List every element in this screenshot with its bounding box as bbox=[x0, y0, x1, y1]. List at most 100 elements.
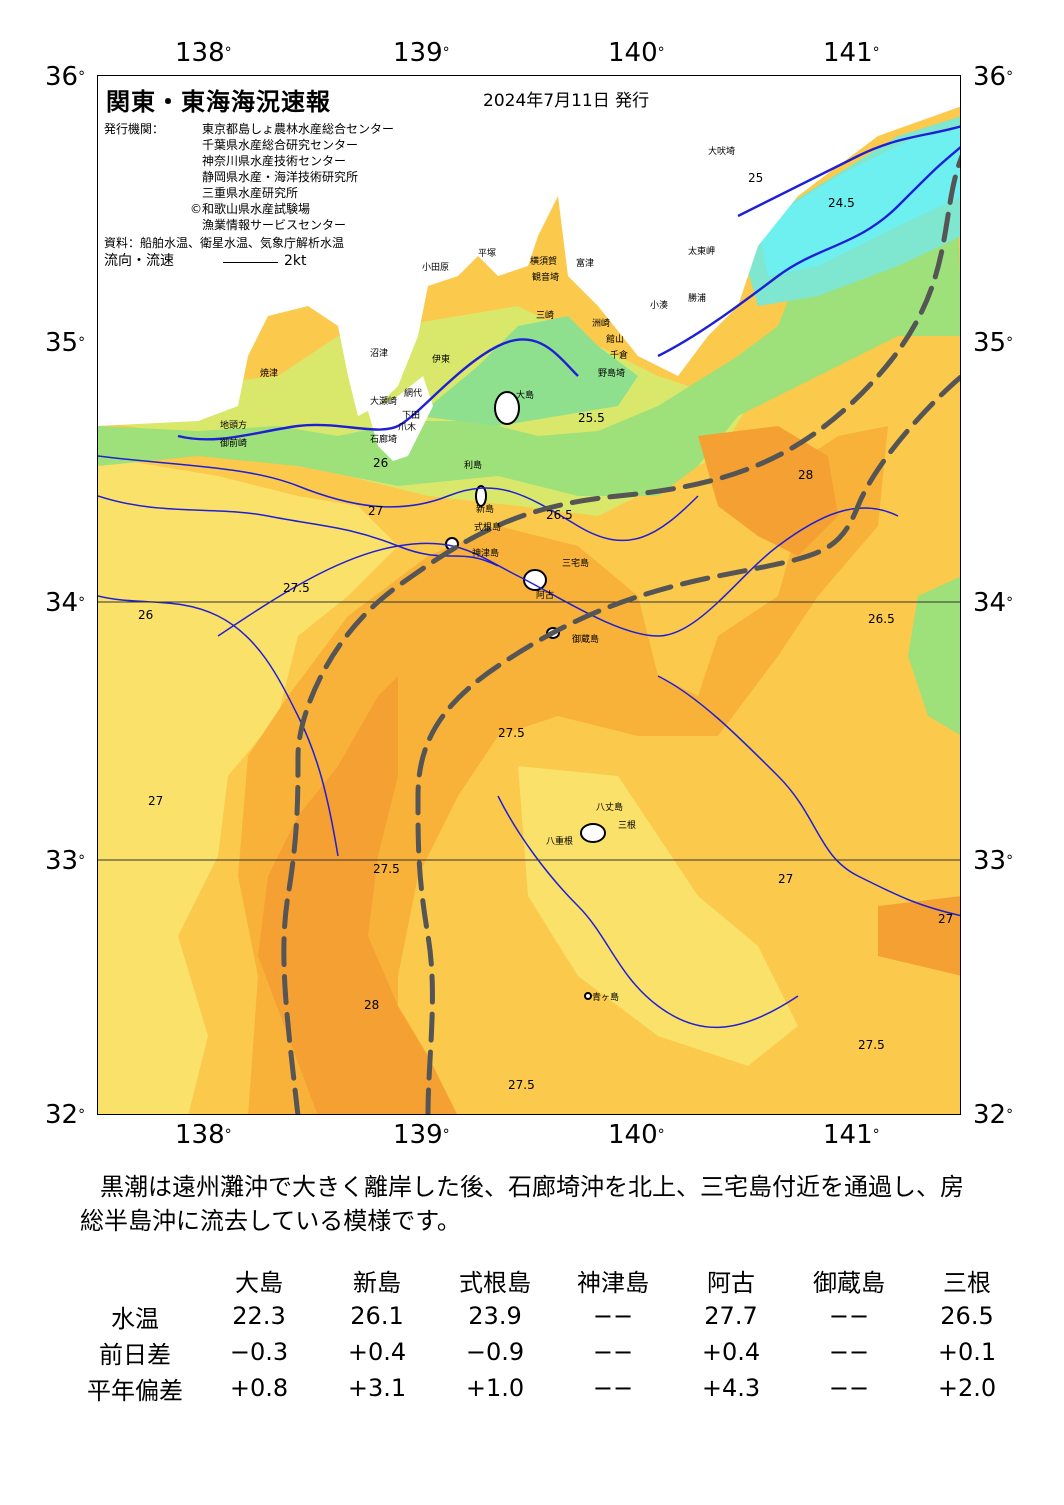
isotherm-label: 27.5 bbox=[858, 1038, 885, 1052]
place-label: 伊東 bbox=[432, 355, 451, 365]
row-label: 水温 bbox=[111, 1304, 159, 1333]
publisher-1: 東京都島しょ農林水産総合センター bbox=[202, 122, 395, 136]
kuroshio-outer-path bbox=[415, 374, 960, 1114]
isotherm-label: 27.5 bbox=[373, 862, 400, 876]
place-label: 洲崎 bbox=[592, 319, 611, 329]
place-label: 式根島 bbox=[474, 523, 502, 533]
place-label: 地頭方 bbox=[220, 421, 248, 431]
table-cell: −− bbox=[592, 1338, 634, 1366]
place-label: 青ヶ島 bbox=[592, 993, 620, 1003]
sst-28-ne bbox=[878, 896, 960, 976]
table-row: 平年偏差 +0.8 +3.1 +1.0 −− +4.3 −− +2.0 bbox=[70, 1370, 1026, 1406]
place-label: 利島 bbox=[464, 461, 483, 471]
island-miyakejima bbox=[523, 569, 547, 591]
flow-scale-arrow bbox=[223, 262, 278, 263]
table-cell: −− bbox=[828, 1374, 870, 1402]
isotherm-25-east bbox=[657, 146, 960, 358]
isotherm-label: 28 bbox=[798, 468, 814, 482]
station-name: 新島 bbox=[353, 1268, 401, 1297]
place-label: 神津島 bbox=[472, 549, 500, 559]
isotherm-24-5 bbox=[737, 125, 960, 218]
row-label: 平年偏差 bbox=[87, 1376, 183, 1405]
table-cell: 26.5 bbox=[940, 1302, 994, 1330]
place-label: 三崎 bbox=[536, 311, 555, 321]
lon-label-bottom-139: 139° bbox=[393, 1120, 450, 1150]
place-label: 爪木 bbox=[398, 423, 417, 433]
lon-label-top-140: 140° bbox=[608, 38, 665, 68]
isotherm-27-5 bbox=[217, 507, 899, 637]
sst-28-east bbox=[698, 426, 838, 556]
station-name: 阿古 bbox=[707, 1268, 755, 1297]
isotherm-25 bbox=[177, 338, 579, 441]
isotherm-label: 27.5 bbox=[283, 581, 310, 595]
sst-25-5-band bbox=[98, 216, 960, 496]
isotherm-label: 27.5 bbox=[498, 726, 525, 740]
table-cell: +0.8 bbox=[229, 1374, 289, 1402]
place-label: 大吠埼 bbox=[708, 147, 736, 157]
table-cell: +3.1 bbox=[347, 1374, 407, 1402]
place-label: 三根 bbox=[618, 821, 637, 831]
table-row: 水温 22.3 26.1 23.9 −− 27.7 −− 26.5 bbox=[70, 1298, 1026, 1334]
map-title: 関東・東海海況速報 bbox=[106, 88, 331, 116]
place-label: 館山 bbox=[606, 335, 625, 345]
table-cell: +1.0 bbox=[465, 1374, 525, 1402]
lon-label-top-139: 139° bbox=[393, 38, 450, 68]
sst-27-5-tongue bbox=[238, 426, 888, 1114]
isotherm-label: 27 bbox=[148, 794, 164, 808]
table-cell: +0.1 bbox=[937, 1338, 997, 1366]
lat-label-right-32: 32° bbox=[973, 1100, 1014, 1130]
situation-summary: 黒潮は遠州灘沖で大きく離岸した後、石廊埼沖を北上、三宅島付近を通過し、房総半島沖… bbox=[80, 1173, 964, 1235]
lat-label-left-32: 32° bbox=[45, 1100, 86, 1130]
place-label: 焼津 bbox=[260, 369, 279, 379]
table-cell: −− bbox=[592, 1374, 634, 1402]
table-row: 前日差 −0.3 +0.4 −0.9 −− +0.4 −− +0.1 bbox=[70, 1334, 1026, 1370]
isotherm-label: 24.5 bbox=[828, 196, 855, 210]
station-name: 神津島 bbox=[577, 1268, 649, 1297]
isotherm-label: 27 bbox=[778, 872, 794, 886]
island-niijima bbox=[475, 485, 487, 507]
grid-lines bbox=[98, 601, 960, 861]
place-label: 小湊 bbox=[650, 301, 669, 311]
isotherm-label: 25.5 bbox=[578, 411, 605, 425]
place-label: 大島 bbox=[516, 391, 535, 401]
land-north bbox=[98, 76, 960, 426]
lat-label-left-33: 33° bbox=[45, 846, 86, 876]
land-izu bbox=[368, 376, 433, 461]
lat-label-right-35: 35° bbox=[973, 328, 1014, 358]
lon-label-top-138: 138° bbox=[175, 38, 232, 68]
place-label: 三宅島 bbox=[562, 559, 590, 569]
publisher-2: 千葉県水産総合研究センター bbox=[202, 138, 359, 152]
place-label: 太東岬 bbox=[688, 247, 716, 257]
place-label: 観音埼 bbox=[532, 273, 560, 283]
table-cell: 23.9 bbox=[468, 1302, 522, 1330]
place-label: 阿古 bbox=[536, 591, 555, 601]
isotherm-label: 26.5 bbox=[868, 612, 895, 626]
table-cell: 26.1 bbox=[350, 1302, 404, 1330]
sst-28-core bbox=[258, 676, 457, 1114]
map-canvas bbox=[98, 76, 960, 1114]
place-label: 八重根 bbox=[546, 837, 574, 847]
isotherm-label: 26.5 bbox=[546, 508, 573, 522]
place-label: 大瀬崎 bbox=[370, 397, 398, 407]
isotherm-26 bbox=[98, 455, 699, 542]
place-label: 平塚 bbox=[478, 249, 497, 259]
sst-26-5-west bbox=[98, 456, 398, 1114]
sst-26-east bbox=[908, 576, 960, 735]
place-label: 御前崎 bbox=[220, 439, 248, 449]
place-label: 富津 bbox=[576, 259, 595, 269]
lat-label-right-36: 36° bbox=[973, 62, 1014, 92]
sst-24-band bbox=[758, 126, 960, 276]
place-label: 横須賀 bbox=[530, 257, 558, 267]
publisher-3: 神奈川県水産技術センター bbox=[202, 154, 347, 168]
sst-25-band bbox=[418, 316, 638, 426]
place-label: 御蔵島 bbox=[572, 635, 600, 645]
isotherm-label: 25 bbox=[748, 171, 764, 185]
place-label: 新島 bbox=[476, 505, 495, 515]
lat-label-right-33: 33° bbox=[973, 846, 1014, 876]
station-name: 御蔵島 bbox=[813, 1268, 885, 1297]
lat-label-left-34: 34° bbox=[45, 588, 86, 618]
lon-label-bottom-138: 138° bbox=[175, 1120, 232, 1150]
station-name: 大島 bbox=[235, 1268, 283, 1297]
kuroshio-paths bbox=[281, 154, 960, 1114]
place-label: 千倉 bbox=[610, 351, 629, 361]
